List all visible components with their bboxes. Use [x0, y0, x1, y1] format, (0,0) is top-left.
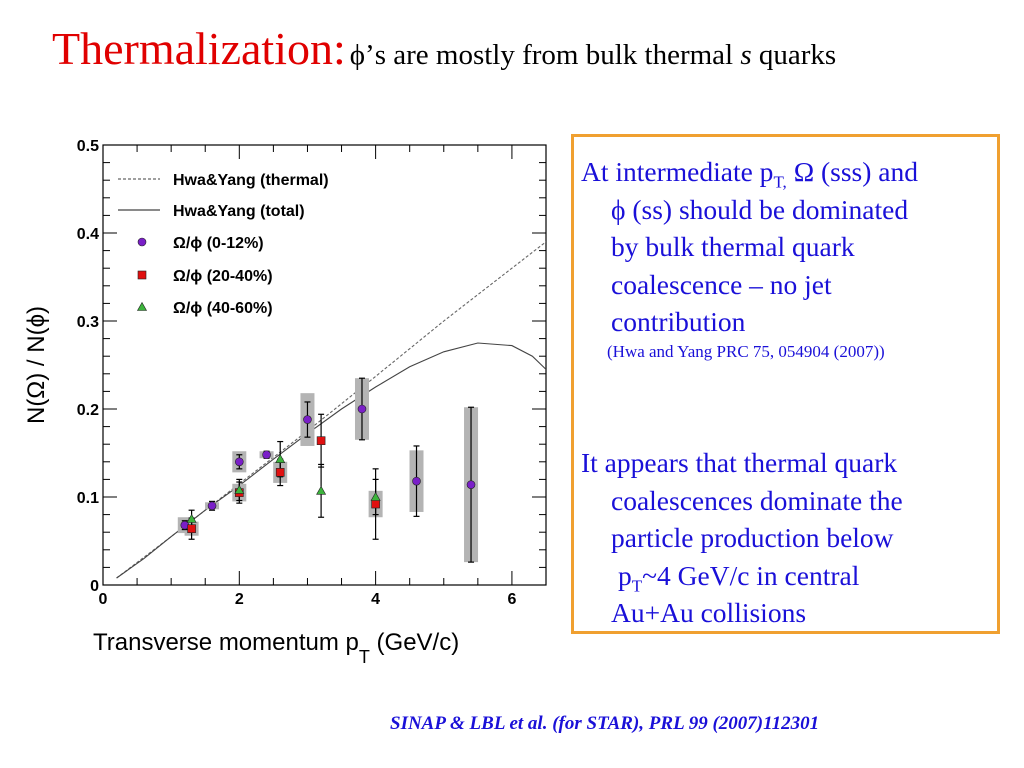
x-tick-label: 0 — [99, 591, 108, 608]
point-midcentral — [187, 524, 196, 533]
plot-frame — [102, 144, 547, 586]
box-line: pT~4 GeV/c in central — [581, 557, 903, 595]
box-subscript: T — [631, 576, 643, 595]
point-peripheral — [186, 513, 197, 523]
paragraph-intermediate-pt: At intermediate pT, Ω (sss) and ϕ (ss) s… — [581, 153, 918, 363]
x-tick-label: 4 — [371, 591, 380, 608]
box-line: coalescences dominate the — [611, 484, 903, 516]
legend-label: Ω/ϕ (0-12%) — [173, 235, 264, 252]
omega-phi-ratio-chart: 0 0.1 0.2 0.3 0.4 0.5 0 2 4 6 Transverse momentum … — [23, 138, 547, 667]
legend-label: Hwa&Yang (total) — [173, 203, 305, 220]
box-line: contribution — [611, 306, 746, 337]
point-peripheral — [316, 485, 327, 495]
title-phi: ϕ — [349, 39, 366, 71]
point-midcentral — [371, 499, 380, 509]
box-subscript: T, — [773, 172, 787, 192]
point-midcentral — [316, 436, 326, 445]
point-midcentral — [275, 468, 285, 477]
y-tick-label: 0 — [90, 578, 99, 595]
y-tick-label: 0.3 — [77, 314, 99, 331]
legend-marker — [137, 270, 147, 280]
legend-label: Ω/ϕ (40-60%) — [173, 300, 273, 317]
point-peripheral — [370, 491, 381, 501]
x-tick-label: 2 — [235, 591, 244, 608]
title-end: quarks — [751, 39, 837, 71]
legend-label: Ω/ϕ (20-40%) — [173, 268, 273, 285]
slide-title: Thermalization: ϕ’s are mostly from bulk… — [52, 22, 836, 75]
box-text: At intermediate p — [581, 156, 774, 187]
legend-label: Hwa&Yang (thermal) — [173, 172, 329, 189]
y-axis-label: N(Ω) / N(ϕ) — [23, 306, 50, 424]
box-text: ~4 GeV/c in central — [642, 559, 860, 591]
box-line: by bulk thermal quark — [611, 231, 855, 262]
box-line: ϕ (ss) should be dominated — [611, 193, 909, 225]
point-central — [466, 480, 476, 489]
y-tick-label: 0.5 — [77, 138, 99, 155]
point-peripheral — [234, 484, 245, 494]
x-axis-label-subscript: T — [359, 647, 370, 667]
x-axis-label: Transverse momentum pT (GeV/c) — [93, 629, 459, 667]
x-axis-label-text: Transverse momentum p — [93, 629, 359, 656]
explanation-box: At intermediate pT, Ω (sss) and ϕ (ss) s… — [571, 134, 1000, 634]
legend: Hwa&Yang (thermal) Hwa&Yang (total) Ω/ϕ (0… — [118, 172, 329, 317]
box-line: At intermediate pT, Ω (sss) and — [581, 153, 918, 191]
box-line: particle production below — [611, 522, 894, 553]
y-tick-label: 0.1 — [77, 490, 99, 507]
point-central — [207, 501, 217, 511]
point-peripheral — [275, 454, 286, 463]
point-central — [262, 450, 271, 460]
box-line: It appears that thermal quark — [581, 447, 898, 478]
x-tick-label: 6 — [507, 591, 516, 608]
paragraph-conclusion: It appears that thermal quark coalescenc… — [581, 444, 903, 632]
y-tick-label: 0.4 — [77, 226, 99, 243]
title-s: s — [740, 39, 752, 71]
legend-marker — [137, 237, 147, 247]
x-axis-label-unit: (GeV/c) — [370, 629, 459, 656]
total-curve — [116, 342, 546, 579]
box-text: p — [618, 559, 632, 591]
box-reference: (Hwa and Yang PRC 75, 054904 (2007)) — [607, 341, 885, 361]
legend-marker — [136, 301, 148, 311]
title-main: Thermalization: — [52, 23, 346, 74]
box-line: coalescence – no jet — [611, 268, 832, 300]
box-text: Ω (sss) and — [786, 156, 919, 187]
box-line: Au+Au collisions — [611, 597, 807, 628]
point-central — [412, 476, 421, 486]
plot-area — [116, 241, 546, 579]
point-central — [235, 457, 244, 467]
y-tick-label: 0.2 — [77, 402, 99, 419]
title-mid: ’s are mostly from bulk thermal — [365, 39, 741, 71]
point-central — [357, 404, 367, 414]
point-central — [303, 415, 312, 424]
citation: SINAP & LBL et al. (for STAR), PRL 99 (2… — [390, 713, 820, 734]
